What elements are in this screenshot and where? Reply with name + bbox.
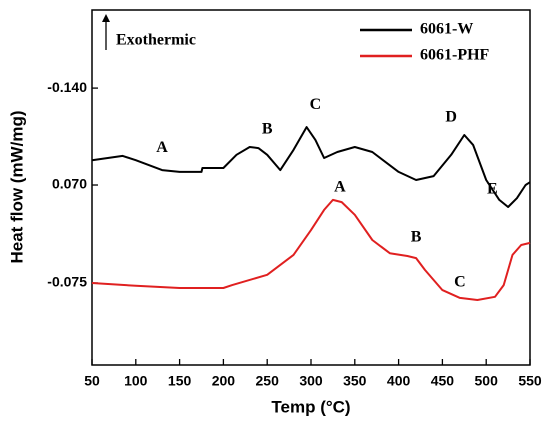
series-line (91, 126, 531, 208)
x-tick-label: 450 (431, 373, 455, 389)
annotation: B (262, 121, 273, 138)
x-tick-label: 400 (387, 373, 411, 389)
x-tick-label: 150 (168, 373, 192, 389)
y-tick-label: -0.075 (47, 274, 87, 290)
y-axis-label: Heat flow (mW/mg) (7, 111, 26, 264)
series-line (91, 198, 531, 301)
annotation: E (487, 181, 498, 198)
x-tick-label: 550 (518, 373, 542, 389)
x-tick-label: 300 (299, 373, 323, 389)
x-tick-label: 200 (212, 373, 236, 389)
annotation: A (334, 179, 346, 196)
x-tick-label: 100 (124, 373, 148, 389)
y-tick-label: 0.070 (52, 176, 87, 192)
annotation: D (445, 109, 457, 126)
legend-label: 6061-W (420, 21, 473, 38)
x-tick-label: 50 (84, 373, 100, 389)
note: Exothermic (116, 32, 196, 49)
y-tick-label: -0.140 (47, 79, 87, 95)
x-tick-label: 500 (475, 373, 499, 389)
x-tick-label: 250 (256, 373, 280, 389)
annotation: A (156, 139, 168, 156)
arrow-head (102, 14, 110, 22)
annotation: C (454, 274, 466, 291)
annotation: C (310, 96, 322, 113)
legend-label: 6061-PHF (420, 47, 490, 64)
x-tick-label: 350 (343, 373, 367, 389)
annotation: B (411, 229, 422, 246)
x-axis-label: Temp (°C) (271, 397, 350, 416)
